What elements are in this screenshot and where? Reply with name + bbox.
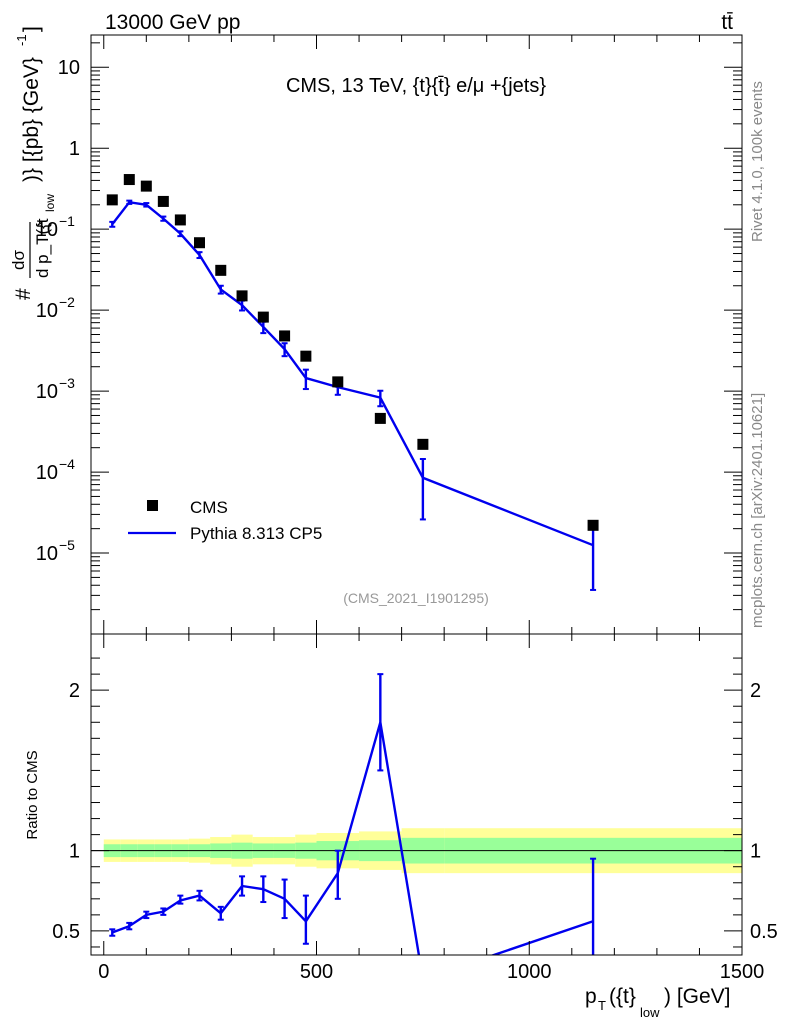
rivet-label: Rivet 4.1.0, 100k events	[749, 81, 766, 242]
legend: CMS Pythia 8.313 CP5	[128, 498, 322, 543]
main-ylabel-numerator: dσ	[9, 250, 28, 270]
ratio-xtick-label: 0	[98, 961, 109, 983]
legend-cms-label: CMS	[190, 498, 228, 517]
main-ytick-exponent: −3	[59, 375, 75, 391]
main-title: CMS, 13 TeV, {t}{t̄} e/μ +{jets}	[286, 75, 546, 97]
cms-data-point	[332, 376, 344, 388]
main-plot-frame	[90, 34, 743, 635]
main-ylabel-denominator: d p_T({t	[33, 218, 52, 278]
main-ytick-label: 10	[36, 381, 58, 403]
ratio-ytick-label-right: 1	[750, 841, 761, 863]
xlabel-sub-low: low	[640, 1005, 660, 1020]
legend-pythia-label: Pythia 8.313 CP5	[190, 524, 322, 543]
mcplots-label: mcplots.cern.ch [arXiv:2401.10621]	[749, 393, 766, 628]
ratio-xlabel: p T ({t} low ) [GeV]	[585, 985, 731, 1020]
ratio-ylabel: Ratio to CMS	[24, 750, 41, 839]
main-ylabel-units: )} [{pb} {GeV}	[20, 57, 43, 182]
ratio-panel: 0.5 0.5 1 1 2 2 0 500 1000 1500 Ratio to CMS p T…	[24, 633, 778, 1020]
ratio-xtick-label: 1000	[507, 961, 552, 983]
main-ytick-exponent: −5	[59, 537, 75, 553]
main-ytick-label: 10	[36, 543, 58, 565]
main-ylabel-hash: #	[12, 288, 35, 300]
main-ytick-exponent: −2	[59, 294, 75, 310]
cms-data-point	[417, 438, 429, 450]
main-ytick-exponent: −4	[59, 456, 75, 472]
cms-data-point	[279, 330, 291, 342]
main-ytick-label: 10	[36, 462, 58, 484]
xlabel-sub-t: T	[598, 998, 606, 1013]
legend-cms-marker	[147, 500, 158, 511]
main-ytick-label: 10	[36, 300, 58, 322]
cms-data-point	[300, 350, 312, 362]
main-ytick-label: 10	[36, 219, 58, 241]
analysis-tag: (CMS_2021_I1901295)	[343, 590, 489, 606]
main-ylabel-end: ]	[20, 26, 43, 32]
ratio-xtick-label: 500	[300, 961, 333, 983]
cms-data-point	[236, 290, 248, 302]
ratio-plot-frame	[90, 633, 743, 956]
xlabel-mid: ({t}	[609, 985, 636, 1008]
main-ytick-label: 1	[69, 138, 80, 160]
cms-data-point	[106, 194, 118, 206]
header-left-label: 13000 GeV pp	[105, 11, 240, 34]
xlabel-p: p	[585, 985, 597, 1008]
ratio-ytick-label-left: 2	[69, 680, 80, 702]
xlabel-end: ) [GeV]	[664, 985, 731, 1008]
main-ylabel: # dσ d p_T({t low )} [{pb} {GeV} -1 ]	[9, 26, 57, 300]
cms-data-point	[257, 311, 269, 323]
main-ytick-exponent: −1	[59, 213, 75, 229]
cms-data-point	[157, 195, 169, 207]
ratio-ytick-label-left: 1	[69, 841, 80, 863]
cms-data-point	[174, 214, 186, 226]
ratio-ytick-label-left: 0.5	[52, 921, 80, 943]
ratio-xtick-label: 1500	[720, 961, 765, 983]
cms-data-point	[123, 174, 135, 186]
cms-data-point	[587, 519, 599, 531]
main-ylabel-exponent: -1	[14, 34, 29, 46]
pythia-line	[111, 200, 594, 547]
ratio-ytick-label-right: 0.5	[750, 921, 778, 943]
main-ytick-label: 10	[58, 57, 80, 79]
cms-data-point	[140, 180, 152, 192]
cms-data-point	[374, 412, 386, 424]
ratio-line	[111, 721, 594, 955]
main-panel: CMS, 13 TeV, {t}{t̄} e/μ +{jets} (CMS_20…	[9, 26, 743, 635]
header-right-label: tt̄	[721, 11, 733, 34]
main-ylabel-subscript: low	[43, 194, 57, 212]
cms-data-point	[215, 264, 227, 276]
ratio-ytick-label-right: 2	[750, 680, 761, 702]
cms-data-point	[194, 237, 205, 249]
